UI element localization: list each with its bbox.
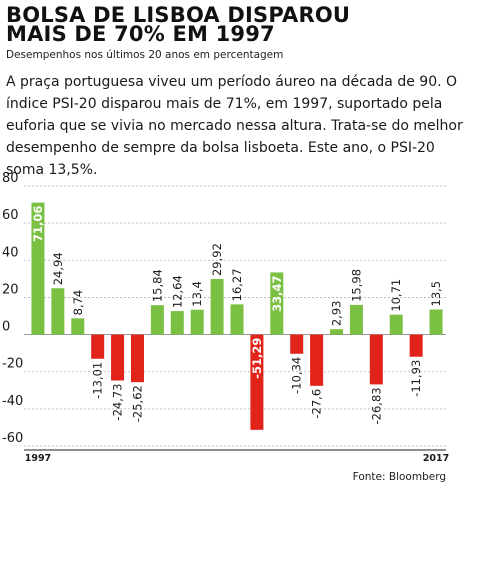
bar-value-label: -10,34 [290,357,304,394]
bar [250,334,264,430]
chart-title-line-2: MAIS DE 70% EM 1997 [6,22,275,46]
bar-value-label: 15,98 [349,269,363,302]
y-tick-label: 80 [2,171,19,186]
bar-value-label: -26,83 [369,387,383,424]
bar [51,288,65,335]
bar-value-label: -24,73 [111,383,125,420]
bar-value-label: -25,62 [130,385,144,422]
bar-value-label: 2,93 [330,301,344,327]
bar-value-label: -11,93 [409,360,423,397]
bar [71,318,85,335]
bar [210,279,224,335]
bar-value-label: -27,6 [310,389,324,419]
bar [190,309,204,335]
bar [310,334,324,386]
x-axis: 1997 2017 [24,449,449,464]
chart-title-line-1: BOLSA DE LISBOA DISPAROU [6,3,351,27]
bar-value-label: 13,4 [190,281,204,307]
bar [349,304,363,335]
y-tick-label: -60 [2,431,23,446]
bar-value-label: -51,29 [250,338,264,379]
bar-value-label: 10,71 [389,279,403,312]
y-tick-label: 0 [2,320,10,335]
bar-value-label: 71,06 [31,206,45,242]
bar-value-label: 13,5 [429,281,443,307]
bar [91,334,105,359]
bar [111,334,125,381]
x-tick-label: 1997 [25,453,51,464]
bar-value-label: 15,84 [150,269,164,302]
bar-value-label: 33,47 [270,275,284,311]
y-tick-label: 20 [2,282,19,297]
value-labels: 71,06 24,94 8,74 -13,01 -24,73 -25,62 15,84 12,… [31,206,443,425]
bar [290,334,304,354]
bar [270,272,284,335]
bar [150,305,164,335]
bar [330,329,344,335]
y-tick-label: 60 [2,208,19,223]
bar-value-label: 16,27 [230,268,244,301]
bar [130,334,144,383]
chart-subtitle: Desempenhos nos últimos 20 anos em perce… [6,49,284,61]
y-tick-label: -20 [2,357,23,372]
bar-value-label: 12,64 [170,275,184,308]
bar [369,334,383,385]
y-axis: 80 60 40 20 0 -20 -40 -60 [2,171,23,446]
source-note: Fonte: Bloomberg [352,471,446,483]
bar [409,334,423,357]
bar-value-label: 8,74 [71,290,85,316]
bar-value-label: -13,01 [91,362,105,399]
y-tick-label: 40 [2,245,19,260]
bar [31,202,45,335]
bar [429,309,443,335]
bar [389,314,403,335]
x-tick-label: 2017 [423,453,449,464]
lead-paragraph: A praça portuguesa viveu um período áure… [6,74,463,178]
y-tick-label: -40 [2,394,23,409]
chart-bars [31,202,443,430]
bar [170,311,184,335]
bar-value-label: 29,92 [210,243,224,276]
bar [230,304,244,335]
chart-title: BOLSA DE LISBOA DISPAROU MAIS DE 70% EM … [6,3,351,46]
bar-value-label: 24,94 [51,252,65,285]
